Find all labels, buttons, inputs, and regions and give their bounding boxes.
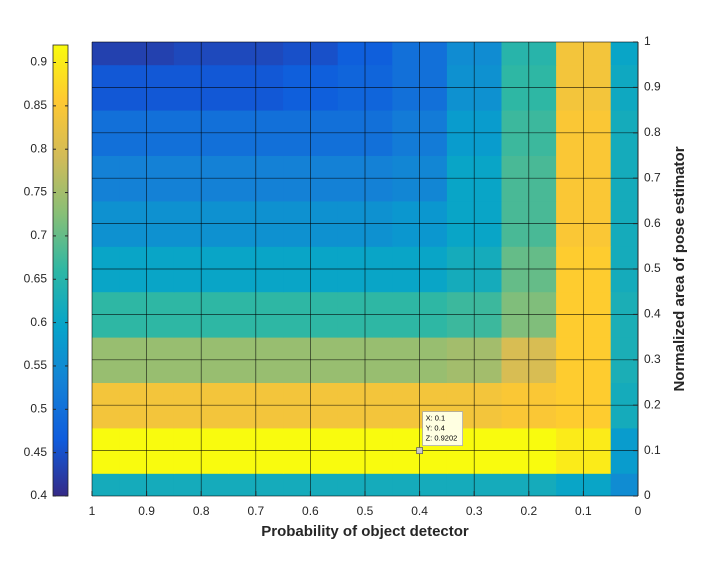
x-tick-label: 0.1 xyxy=(575,504,592,518)
cell xyxy=(92,42,120,66)
x-tick-label: 0.7 xyxy=(247,504,264,518)
x-tick-label: 0.6 xyxy=(302,504,319,518)
x-tick-label: 0.9 xyxy=(138,504,155,518)
x-tick-label: 0.8 xyxy=(193,504,210,518)
y-tick-label: 0 xyxy=(644,488,651,502)
colorbar-tick-label: 0.65 xyxy=(24,271,48,285)
y-axis-label: Normalized area of pose estimator xyxy=(671,146,688,391)
colorbar-tick-label: 0.45 xyxy=(24,445,48,459)
x-tick-label: 0.4 xyxy=(411,504,428,518)
x-tick-label: 0.2 xyxy=(520,504,537,518)
colorbar-tick-label: 0.4 xyxy=(30,488,47,502)
x-tick-label: 0 xyxy=(635,504,642,518)
colorbar xyxy=(52,44,69,497)
cell xyxy=(610,473,638,496)
y-tick-label: 0.1 xyxy=(644,443,661,457)
cell xyxy=(610,42,638,66)
colorbar-tick-label: 0.9 xyxy=(30,55,47,69)
colorbar-tick-label: 0.5 xyxy=(30,401,47,415)
datatip-text: Y: 0.4 xyxy=(426,424,445,433)
y-tick-label: 0.2 xyxy=(644,397,661,411)
x-axis-label: Probability of object detector xyxy=(261,523,469,540)
y-tick-label: 0.7 xyxy=(644,170,661,184)
datatip-marker xyxy=(416,447,424,455)
overlay: 1 0.9 0.8 0.7 0.6 0.5 0.4 0.3 0.2 0.1 00 0.1 0.2 0.3 0… xyxy=(24,34,661,518)
x-tick-label: 0.3 xyxy=(466,504,483,518)
colorbar-tick-label: 0.8 xyxy=(30,141,47,155)
datatip-text: Z: 0.9202 xyxy=(426,434,458,443)
colorbar-tick-label: 0.55 xyxy=(24,358,48,372)
colorbar-tick-label: 0.75 xyxy=(24,185,48,199)
x-tick-label: 0.5 xyxy=(357,504,374,518)
cell xyxy=(92,473,120,496)
y-tick-label: 0.4 xyxy=(644,307,661,321)
x-tick-label: 1 xyxy=(89,504,96,518)
y-tick-label: 0.8 xyxy=(644,125,661,139)
colorbar-tick-label: 0.7 xyxy=(30,228,47,242)
y-tick-label: 0.5 xyxy=(644,261,661,275)
colorbar-tick-label: 0.85 xyxy=(24,98,48,112)
y-tick-label: 1 xyxy=(644,34,651,48)
datatip-box xyxy=(422,411,464,447)
y-tick-label: 0.6 xyxy=(644,216,661,230)
y-tick-label: 0.9 xyxy=(644,80,661,94)
datatip-text: X: 0.1 xyxy=(426,414,446,423)
colorbar-tick-label: 0.6 xyxy=(30,315,47,329)
y-tick-label: 0.3 xyxy=(644,352,661,366)
